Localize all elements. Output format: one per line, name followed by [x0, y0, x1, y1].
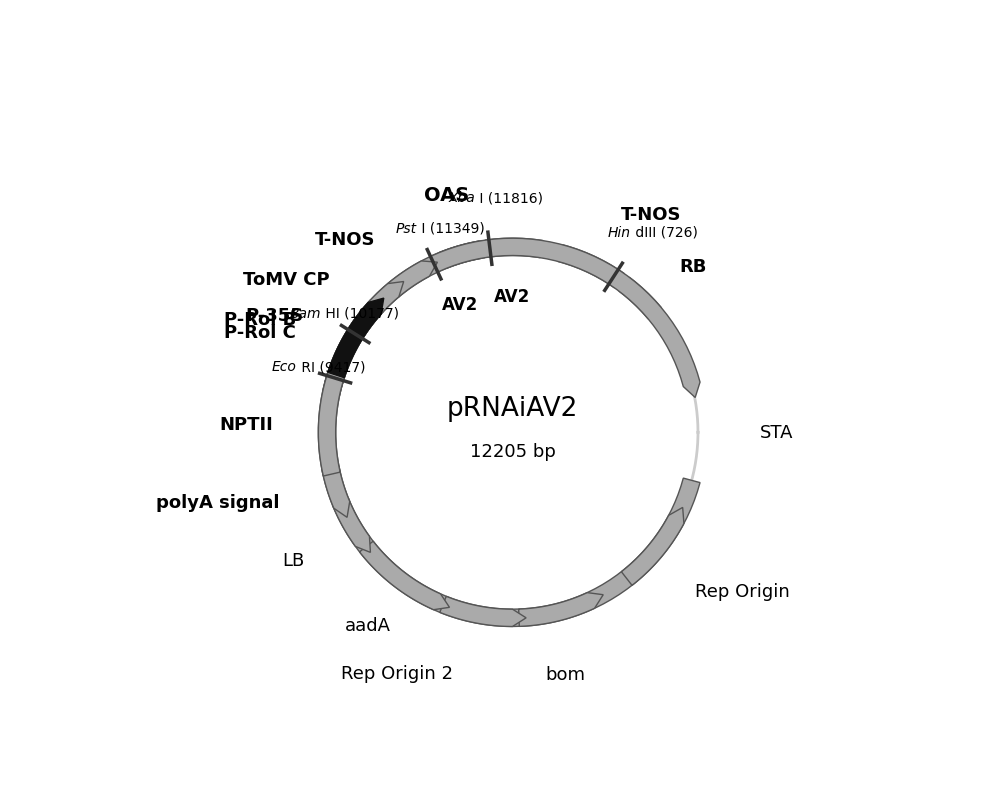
Text: I (11816): I (11816)	[475, 191, 543, 205]
Text: dIII (726): dIII (726)	[631, 225, 698, 239]
Text: Eco: Eco	[272, 360, 297, 374]
Text: P-35S: P-35S	[246, 307, 304, 325]
Polygon shape	[318, 239, 700, 626]
Text: pRNAiAV2: pRNAiAV2	[447, 395, 578, 421]
Polygon shape	[621, 508, 684, 585]
Text: LB: LB	[283, 551, 305, 569]
Text: Hin: Hin	[608, 225, 631, 239]
Polygon shape	[323, 303, 379, 396]
Text: Rep Origin: Rep Origin	[695, 582, 790, 601]
Polygon shape	[348, 282, 404, 339]
Text: Xba: Xba	[449, 191, 475, 205]
Text: P-Rol B: P-Rol B	[224, 310, 296, 328]
Text: ToMV CP: ToMV CP	[243, 270, 330, 289]
Text: NPTII: NPTII	[219, 415, 273, 434]
Text: I (11349): I (11349)	[417, 221, 485, 236]
Polygon shape	[440, 597, 526, 626]
Text: polyA signal: polyA signal	[156, 493, 279, 511]
Text: OAS: OAS	[424, 186, 470, 205]
Text: HI (10177): HI (10177)	[321, 306, 399, 320]
Text: P-Rol C: P-Rol C	[224, 324, 296, 342]
Text: bom: bom	[545, 665, 585, 683]
Polygon shape	[322, 467, 350, 518]
Polygon shape	[328, 298, 384, 379]
Polygon shape	[318, 363, 344, 476]
Polygon shape	[360, 541, 449, 610]
Text: T-NOS: T-NOS	[315, 230, 376, 249]
Text: STA: STA	[760, 423, 793, 442]
Polygon shape	[473, 239, 543, 258]
Polygon shape	[325, 297, 386, 387]
Polygon shape	[430, 241, 485, 269]
Text: aadA: aadA	[345, 616, 391, 634]
Text: Rep Origin 2: Rep Origin 2	[341, 664, 453, 683]
Polygon shape	[388, 261, 437, 298]
Text: RI (9417): RI (9417)	[297, 360, 365, 374]
Polygon shape	[430, 242, 494, 273]
Text: AV2: AV2	[442, 296, 478, 314]
Polygon shape	[519, 593, 603, 626]
Text: RB: RB	[680, 257, 707, 275]
Polygon shape	[619, 278, 663, 324]
Text: 12205 bp: 12205 bp	[470, 443, 555, 460]
Text: AV2: AV2	[494, 287, 531, 306]
Polygon shape	[558, 245, 630, 289]
Text: Bam: Bam	[290, 306, 321, 320]
Text: Pst: Pst	[396, 221, 417, 236]
Polygon shape	[332, 499, 370, 553]
Text: T-NOS: T-NOS	[621, 205, 681, 224]
